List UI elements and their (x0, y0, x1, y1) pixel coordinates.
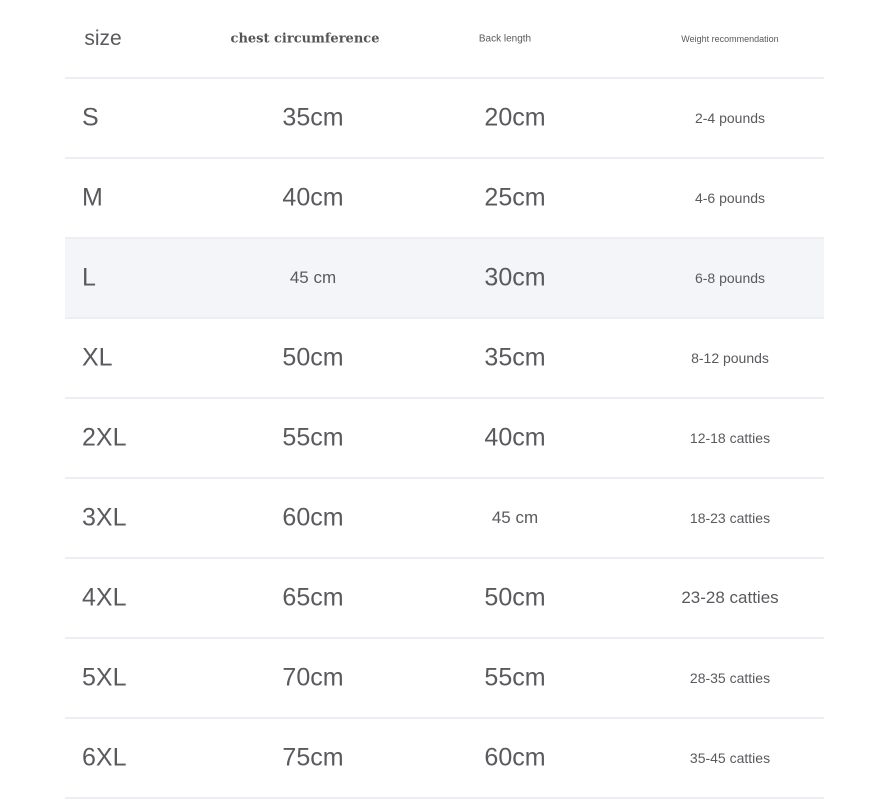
cell-weight: 12-18 catties (689, 430, 771, 446)
cell-back: 30cm (484, 263, 546, 292)
cell-chest: 75cm (282, 743, 344, 772)
table-row: 4XL 65cm 50cm 23-28 catties (65, 559, 824, 639)
cell-size: 3XL (82, 503, 127, 532)
table-row: 3XL 60cm 45 cm 18-23 catties (65, 479, 824, 559)
cell-back: 50cm (484, 583, 546, 612)
cell-back: 35cm (484, 343, 546, 372)
cell-size: M (82, 183, 103, 212)
cell-chest: 35cm (282, 103, 344, 132)
divider (65, 77, 824, 79)
cell-chest: 50cm (282, 343, 344, 372)
cell-weight: 2-4 pounds (694, 110, 766, 126)
cell-weight: 8-12 pounds (691, 350, 769, 366)
header-weight: Weight recommendation (681, 34, 779, 44)
cell-chest: 55cm (282, 423, 344, 452)
table-row: 2XL 55cm 40cm 12-18 catties (65, 399, 824, 479)
table-row: 5XL 70cm 55cm 28-35 catties (65, 639, 824, 719)
cell-chest: 65cm (282, 583, 344, 612)
cell-size: 4XL (82, 583, 127, 612)
cell-size: 2XL (82, 423, 127, 452)
cell-back: 45 cm (491, 508, 539, 527)
cell-chest: 45 cm (289, 268, 337, 287)
table-row: L 45 cm 30cm 6-8 pounds (65, 239, 824, 319)
cell-back: 55cm (484, 663, 546, 692)
header-chest: chest circumference (230, 31, 380, 47)
cell-weight: 18-23 catties (689, 510, 771, 526)
cell-weight: 23-28 catties (681, 588, 779, 607)
cell-size: 6XL (82, 743, 127, 772)
cell-back: 60cm (484, 743, 546, 772)
cell-chest: 40cm (282, 183, 344, 212)
cell-chest: 60cm (282, 503, 344, 532)
cell-size: S (82, 103, 99, 132)
cell-size: L (82, 263, 96, 292)
cell-back: 25cm (484, 183, 546, 212)
table-row: S 35cm 20cm 2-4 pounds (65, 79, 824, 159)
cell-size: XL (82, 343, 113, 372)
cell-chest: 70cm (282, 663, 344, 692)
cell-weight: 6-8 pounds (694, 270, 766, 286)
header-back: Back length (478, 33, 532, 45)
cell-size: 5XL (82, 663, 127, 692)
table-row: M 40cm 25cm 4-6 pounds (65, 159, 824, 239)
table-header: size chest circumference Back length Wei… (65, 0, 824, 78)
cell-back: 20cm (484, 103, 546, 132)
cell-weight: 35-45 catties (689, 750, 771, 766)
cell-back: 40cm (484, 423, 546, 452)
cell-weight: 4-6 pounds (694, 190, 766, 206)
cell-weight: 28-35 catties (689, 670, 771, 686)
header-size: size (84, 27, 122, 50)
table-row: 6XL 75cm 60cm 35-45 catties (65, 719, 824, 799)
table-row: XL 50cm 35cm 8-12 pounds (65, 319, 824, 399)
